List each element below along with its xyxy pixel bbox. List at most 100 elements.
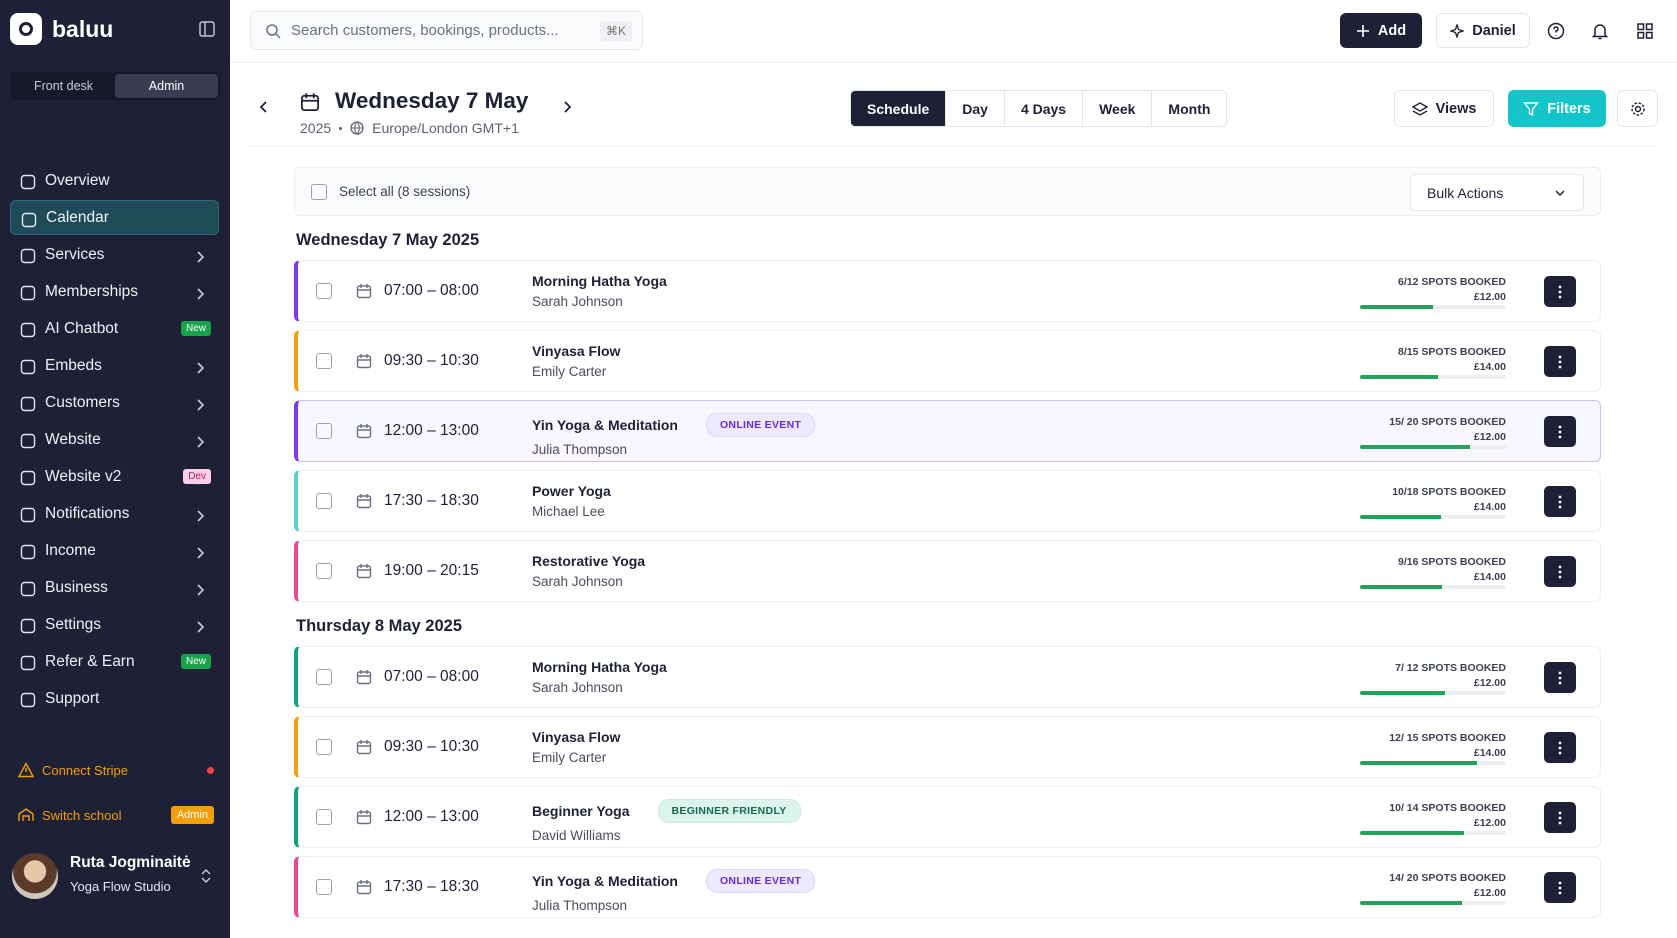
- nav-item[interactable]: Income: [10, 533, 219, 568]
- nav-item[interactable]: Support: [10, 681, 219, 716]
- session-row[interactable]: 12:00 – 13:00 Beginner Yoga BEGINNER FRIEN…: [294, 786, 1601, 848]
- nav-label: Support: [45, 689, 100, 707]
- checkbox[interactable]: [316, 353, 332, 369]
- spots-block: 8/15 SPOTS BOOKED £14.00: [1398, 345, 1506, 375]
- nav-icon: [20, 396, 36, 412]
- session-row[interactable]: 07:00 – 08:00 Morning Hatha Yoga Sarah Joh…: [294, 646, 1601, 708]
- more-button[interactable]: [1544, 346, 1576, 377]
- checkbox[interactable]: [316, 493, 332, 509]
- more-button[interactable]: [1544, 556, 1576, 587]
- warning-icon: [18, 762, 34, 778]
- nav-item[interactable]: Customers: [10, 385, 219, 420]
- capacity-bar: [1360, 901, 1506, 905]
- nav-item[interactable]: AI Chatbot New: [10, 311, 219, 346]
- plus-icon: [1356, 24, 1369, 37]
- select-all-label: Select all (8 sessions): [339, 184, 471, 199]
- session-info: Morning Hatha Yoga Sarah Johnson: [532, 659, 667, 695]
- views-label: Views: [1435, 100, 1477, 117]
- nav-label: Notifications: [45, 504, 130, 522]
- checkbox[interactable]: [316, 563, 332, 579]
- search-box[interactable]: Search customers, bookings, products... ⌘…: [250, 11, 643, 50]
- capacity-bar: [1360, 831, 1506, 835]
- spots-booked: 10/18 SPOTS BOOKED: [1392, 486, 1506, 498]
- session-row[interactable]: 19:00 – 20:15 Restorative Yoga Sarah Johns…: [294, 540, 1601, 602]
- kebab-icon: [1558, 425, 1562, 439]
- session-title: Restorative Yoga: [532, 553, 646, 569]
- view-tab[interactable]: Day: [945, 91, 1004, 126]
- view-tab[interactable]: Month: [1151, 91, 1226, 126]
- more-button[interactable]: [1544, 872, 1576, 903]
- session-row[interactable]: 07:00 – 08:00 Morning Hatha Yoga Sarah Joh…: [294, 260, 1601, 322]
- connect-stripe[interactable]: Connect Stripe: [18, 762, 214, 778]
- session-row[interactable]: 17:30 – 18:30 Power Yoga Michael Lee 10/18 …: [294, 470, 1601, 532]
- nav-item[interactable]: Services: [10, 237, 219, 272]
- session-instructor: Michael Lee: [532, 504, 605, 519]
- session-calendar-icon: [356, 494, 372, 509]
- session-row[interactable]: 09:30 – 10:30 Vinyasa Flow Emily Carter 8/1…: [294, 330, 1601, 392]
- more-button[interactable]: [1544, 662, 1576, 693]
- nav-item[interactable]: Website v2 Dev: [10, 459, 219, 494]
- select-all-bar: Select all (8 sessions) Bulk Actions: [294, 167, 1601, 216]
- filters-button[interactable]: Filters: [1508, 90, 1606, 127]
- settings-button[interactable]: [1617, 90, 1658, 127]
- more-button[interactable]: [1544, 732, 1576, 763]
- bulk-actions[interactable]: Bulk Actions: [1410, 174, 1584, 211]
- nav-icon: [20, 433, 36, 449]
- mode-tab[interactable]: Admin: [115, 74, 218, 98]
- checkbox[interactable]: [316, 809, 332, 825]
- nav-item[interactable]: Embeds: [10, 348, 219, 383]
- kebab-icon: [1558, 355, 1562, 369]
- more-button[interactable]: [1544, 416, 1576, 447]
- session-tag: ONLINE EVENT: [705, 413, 816, 437]
- session-calendar-icon: [356, 670, 372, 685]
- view-tab[interactable]: 4 Days: [1003, 91, 1082, 126]
- checkbox[interactable]: [316, 423, 332, 439]
- views-button[interactable]: Views: [1394, 90, 1494, 127]
- checkbox[interactable]: [316, 669, 332, 685]
- checkbox[interactable]: [316, 879, 332, 895]
- view-tab[interactable]: Schedule: [851, 91, 946, 126]
- nav-item[interactable]: Overview: [10, 163, 219, 198]
- session-info: Yin Yoga & Meditation ONLINE EVENT Julia T…: [532, 413, 816, 457]
- session-instructor: Sarah Johnson: [532, 294, 623, 309]
- brand: baluu: [52, 16, 114, 42]
- nav-icon: [20, 285, 36, 301]
- nav-item[interactable]: Calendar: [10, 200, 219, 235]
- session-info: Restorative Yoga Sarah Johnson: [532, 553, 645, 589]
- session-row[interactable]: 09:30 – 10:30 Vinyasa Flow Emily Carter 12/…: [294, 716, 1601, 778]
- session-row[interactable]: 17:30 – 18:30 Yin Yoga & Meditation ONLINE…: [294, 856, 1601, 918]
- spots-booked: 15/ 20 SPOTS BOOKED: [1389, 416, 1506, 428]
- bulk-label: Bulk Actions: [1427, 184, 1504, 201]
- capacity-bar: [1360, 761, 1506, 765]
- apps-icon: [1637, 23, 1653, 39]
- session-row[interactable]: 12:00 – 13:00 Yin Yoga & Meditation ONLINE…: [294, 400, 1601, 462]
- search-icon: [266, 24, 281, 39]
- filters-label: Filters: [1547, 100, 1591, 117]
- session-calendar-icon: [356, 564, 372, 579]
- checkbox[interactable]: [316, 739, 332, 755]
- more-button[interactable]: [1544, 276, 1576, 307]
- more-button[interactable]: [1544, 802, 1576, 833]
- school-icon: [18, 808, 34, 821]
- checkbox[interactable]: [316, 283, 332, 299]
- capacity-bar: [1360, 375, 1506, 379]
- session-title: Power Yoga: [532, 483, 611, 499]
- user-button[interactable]: Daniel: [1436, 13, 1530, 48]
- more-button[interactable]: [1544, 486, 1576, 517]
- nav-item[interactable]: Website: [10, 422, 219, 457]
- add-button[interactable]: Add: [1340, 13, 1422, 48]
- nav-label: Calendar: [46, 208, 109, 226]
- nav-item[interactable]: Business: [10, 570, 219, 605]
- session-time: 07:00 – 08:00: [384, 668, 479, 685]
- nav-item[interactable]: Notifications: [10, 496, 219, 531]
- nav-item[interactable]: Refer & Earn New: [10, 644, 219, 679]
- mode-tab[interactable]: Front desk: [33, 79, 94, 93]
- nav-item[interactable]: Memberships: [10, 274, 219, 309]
- switch-school[interactable]: Switch school Admin: [18, 806, 214, 824]
- view-tab[interactable]: Week: [1082, 91, 1151, 126]
- capacity-fill: [1360, 515, 1442, 519]
- nav-label: Income: [45, 541, 96, 559]
- checkbox[interactable]: [311, 183, 327, 200]
- nav-item[interactable]: Settings: [10, 607, 219, 642]
- nav-icon: [20, 544, 36, 560]
